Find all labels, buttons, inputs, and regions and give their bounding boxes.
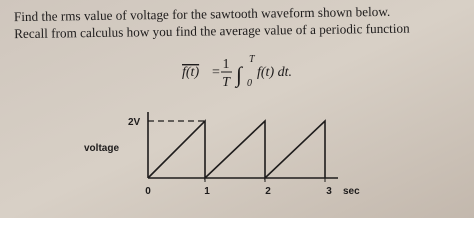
- formula-lhs: f(t): [182, 65, 199, 80]
- formula-integrand: f(t) dt.: [257, 65, 292, 80]
- x-unit: sec: [343, 186, 360, 197]
- figure: 2V voltage 0 1 2 3 sec: [84, 112, 360, 197]
- formula-lower: 0: [247, 78, 252, 89]
- x-tick-label: 3: [326, 186, 332, 197]
- formula-denominator: T: [222, 75, 231, 90]
- paper: [0, 0, 474, 218]
- formula-integral: ∫: [234, 62, 244, 88]
- x-tick-label: 0: [145, 186, 151, 197]
- sawtooth: [147, 119, 326, 180]
- problem-line: Find the rms value of voltage for the sa…: [14, 4, 391, 24]
- formula-equals: =: [212, 65, 220, 80]
- x-tick-label: 2: [265, 186, 271, 197]
- y-axis-label: voltage: [84, 143, 119, 154]
- x-tick-label: 1: [204, 186, 210, 197]
- formula-numerator: 1: [223, 57, 230, 72]
- formula-upper: T: [249, 54, 256, 65]
- problem-line: Recall from calculus how you find the av…: [14, 21, 410, 42]
- page: Find the rms value of voltage for the sa…: [0, 0, 474, 218]
- formula: f(t) = 1 T ∫ 0 T f(t) dt.: [182, 54, 292, 90]
- y-tick-label: 2V: [128, 117, 141, 128]
